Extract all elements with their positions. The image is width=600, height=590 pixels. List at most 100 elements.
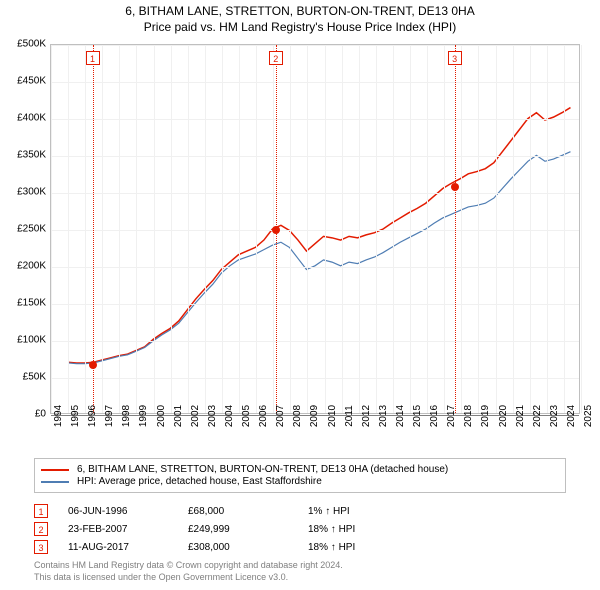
legend-label-hpi: HPI: Average price, detached house, East… (77, 476, 322, 487)
grid-line-h (51, 304, 579, 305)
grid-line-v (564, 45, 565, 413)
y-tick-label: £400K (17, 113, 46, 124)
sales-date: 23-FEB-2007 (68, 524, 188, 535)
chart-title-address: 6, BITHAM LANE, STRETTON, BURTON-ON-TREN… (0, 4, 600, 18)
marker-dot (272, 226, 280, 234)
y-tick-label: £200K (17, 261, 46, 272)
y-tick-label: £350K (17, 150, 46, 161)
grid-line-h (51, 193, 579, 194)
sales-row: 2 23-FEB-2007 £249,999 18% ↑ HPI (34, 520, 378, 538)
chart-subtitle: Price paid vs. HM Land Registry's House … (0, 20, 600, 34)
grid-line-v (188, 45, 189, 413)
legend-label-property: 6, BITHAM LANE, STRETTON, BURTON-ON-TREN… (77, 464, 448, 475)
x-tick-label: 2012 (361, 405, 372, 427)
x-tick-label: 2018 (463, 405, 474, 427)
x-tick-label: 2022 (532, 405, 543, 427)
grid-line-h (51, 378, 579, 379)
sales-date: 06-JUN-1996 (68, 506, 188, 517)
x-tick-label: 2020 (498, 405, 509, 427)
x-tick-label: 2014 (395, 405, 406, 427)
grid-line-v (461, 45, 462, 413)
x-tick-label: 2007 (275, 405, 286, 427)
y-tick-label: £150K (17, 298, 46, 309)
y-tick-label: £450K (17, 76, 46, 87)
grid-line-v (393, 45, 394, 413)
x-tick-label: 2021 (515, 405, 526, 427)
grid-line-v (581, 45, 582, 413)
grid-line-v (359, 45, 360, 413)
grid-line-v (478, 45, 479, 413)
legend-swatch-hpi (41, 481, 69, 483)
x-tick-label: 1995 (70, 405, 81, 427)
x-tick-label: 2000 (156, 405, 167, 427)
grid-line-v (427, 45, 428, 413)
x-tick-label: 2016 (429, 405, 440, 427)
x-tick-label: 2004 (224, 405, 235, 427)
x-tick-label: 2024 (566, 405, 577, 427)
x-tick-label: 2005 (241, 405, 252, 427)
grid-line-h (51, 230, 579, 231)
legend-box: 6, BITHAM LANE, STRETTON, BURTON-ON-TREN… (34, 458, 566, 493)
x-tick-label: 2010 (327, 405, 338, 427)
grid-line-v (205, 45, 206, 413)
marker-line (455, 45, 456, 413)
sales-pct: 18% ↑ HPI (308, 542, 378, 553)
x-tick-label: 1998 (121, 405, 132, 427)
x-tick-label: 2006 (258, 405, 269, 427)
chart-svg (51, 45, 579, 413)
marker-label-box: 1 (86, 51, 100, 65)
x-tick-label: 1996 (87, 405, 98, 427)
grid-line-v (51, 45, 52, 413)
x-tick-label: 2001 (173, 405, 184, 427)
marker-dot (89, 361, 97, 369)
y-tick-label: £50K (23, 372, 46, 383)
x-tick-label: 2023 (549, 405, 560, 427)
sales-row: 3 11-AUG-2017 £308,000 18% ↑ HPI (34, 538, 378, 556)
grid-line-v (342, 45, 343, 413)
footer-line2: This data is licensed under the Open Gov… (34, 572, 343, 584)
grid-line-v (444, 45, 445, 413)
grid-line-v (68, 45, 69, 413)
grid-line-h (51, 82, 579, 83)
x-tick-label: 2008 (292, 405, 303, 427)
footer-line1: Contains HM Land Registry data © Crown c… (34, 560, 343, 572)
sales-marker-icon: 2 (34, 522, 48, 536)
x-tick-label: 2017 (446, 405, 457, 427)
footer-attribution: Contains HM Land Registry data © Crown c… (34, 560, 343, 583)
sales-table: 1 06-JUN-1996 £68,000 1% ↑ HPI 2 23-FEB-… (34, 502, 378, 556)
y-tick-label: £0 (35, 409, 46, 420)
grid-line-v (102, 45, 103, 413)
grid-line-v (136, 45, 137, 413)
grid-line-h (51, 267, 579, 268)
y-tick-label: £300K (17, 187, 46, 198)
sales-pct: 18% ↑ HPI (308, 524, 378, 535)
x-tick-label: 2015 (412, 405, 423, 427)
grid-line-h (51, 119, 579, 120)
grid-line-v (376, 45, 377, 413)
marker-label-box: 2 (269, 51, 283, 65)
grid-line-v (239, 45, 240, 413)
y-tick-label: £100K (17, 335, 46, 346)
grid-line-v (325, 45, 326, 413)
grid-line-v (171, 45, 172, 413)
x-tick-label: 1999 (138, 405, 149, 427)
grid-line-v (410, 45, 411, 413)
chart-title-block: 6, BITHAM LANE, STRETTON, BURTON-ON-TREN… (0, 0, 600, 34)
marker-dot (451, 183, 459, 191)
grid-line-h (51, 341, 579, 342)
x-tick-label: 2011 (344, 405, 355, 427)
grid-line-v (154, 45, 155, 413)
chart-plot-area: 123 (50, 44, 580, 414)
grid-line-v (513, 45, 514, 413)
grid-line-v (307, 45, 308, 413)
grid-line-v (547, 45, 548, 413)
sales-date: 11-AUG-2017 (68, 542, 188, 553)
x-tick-label: 1997 (104, 405, 115, 427)
sales-price: £249,999 (188, 524, 308, 535)
legend-swatch-property (41, 469, 69, 471)
grid-line-v (222, 45, 223, 413)
grid-line-v (256, 45, 257, 413)
grid-line-h (51, 45, 579, 46)
x-tick-label: 2013 (378, 405, 389, 427)
legend-row-property: 6, BITHAM LANE, STRETTON, BURTON-ON-TREN… (41, 464, 559, 475)
